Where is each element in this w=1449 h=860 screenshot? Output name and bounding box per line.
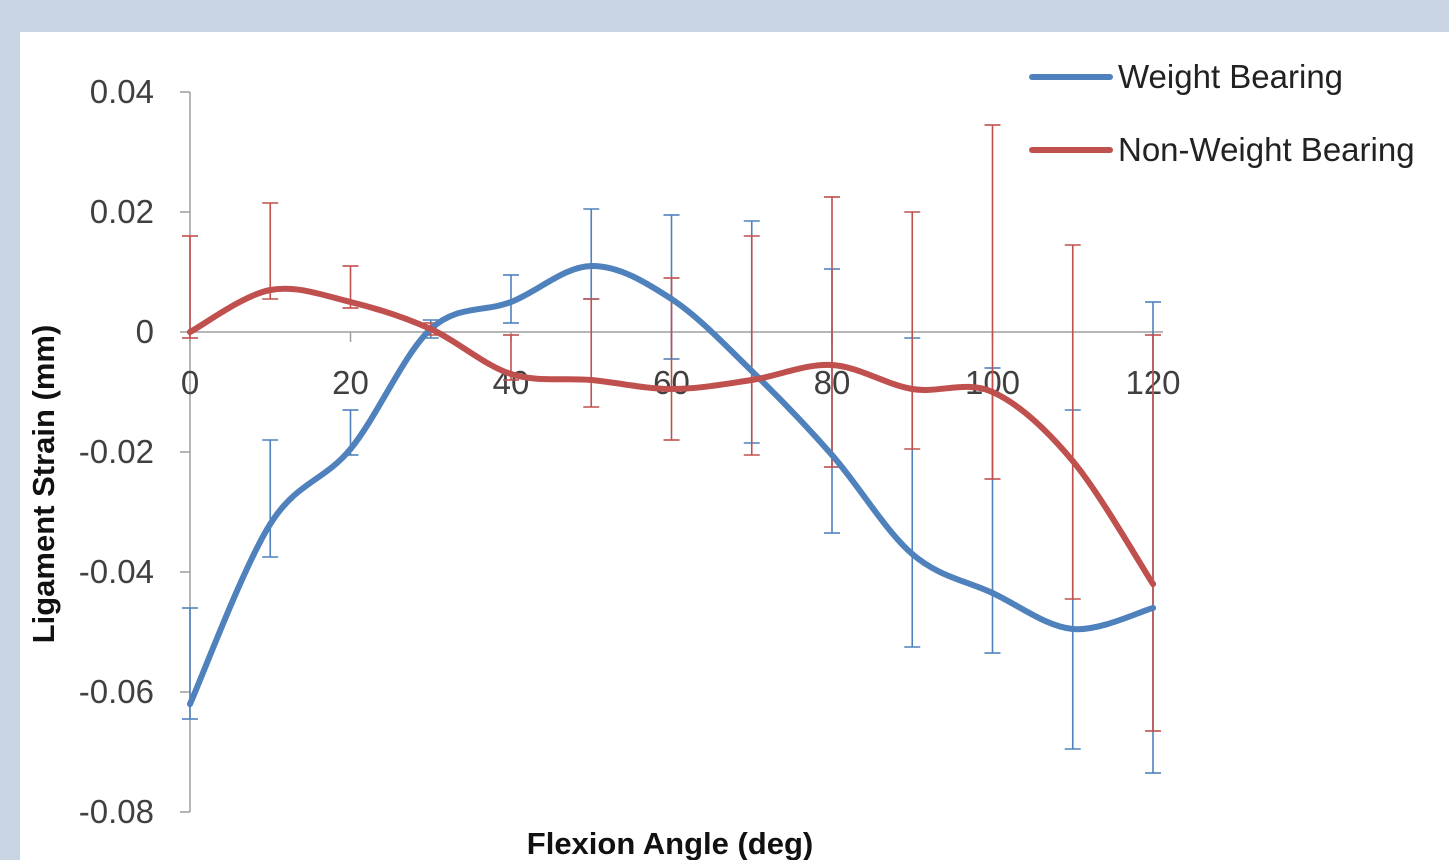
y-axis: 0.04 0.02 0 -0.02 -0.04 -0.06 -0.08 [79, 73, 191, 830]
data-point [347, 446, 354, 452]
error-bars [182, 124, 1161, 774]
legend-label: Weight Bearing [1118, 58, 1343, 95]
legend: Weight Bearing Non-Weight Bearing [1029, 58, 1415, 168]
data-point [829, 452, 835, 458]
data-point [668, 296, 675, 302]
data-point [588, 263, 595, 269]
y-tick-label: -0.06 [79, 673, 154, 710]
data-point [588, 377, 595, 383]
data-point [909, 551, 916, 557]
y-tick-label: -0.02 [79, 433, 154, 470]
data-point [829, 362, 835, 368]
chart-panel: 0.04 0.02 0 -0.02 -0.04 -0.06 -0.08 0 20 40 60 80 1… [20, 32, 1449, 860]
x-tick-label: 0 [181, 364, 199, 401]
y-tick-label: 0.02 [90, 193, 154, 230]
legend-label: Non-Weight Bearing [1118, 131, 1415, 168]
data-point [187, 329, 193, 335]
data-point [668, 386, 675, 392]
y-axis-title: Ligament Strain (mm) [26, 325, 61, 644]
data-point [347, 299, 354, 305]
data-point [1150, 605, 1156, 611]
data-point [1150, 581, 1156, 587]
data-point [1069, 626, 1076, 632]
series-lines [187, 262, 1156, 707]
data-point [267, 287, 274, 293]
data-point [508, 299, 514, 305]
series-line-weight-bearing [187, 262, 1156, 707]
line-chart: 0.040.020-0.02-0.04-0.06-0.08 0 20 40 60 80 1… [26, 58, 1415, 860]
data-point [989, 389, 996, 395]
y-tick-label: 0 [136, 313, 154, 350]
data-point [748, 377, 755, 383]
data-point [267, 521, 274, 527]
data-point [508, 371, 514, 377]
data-point [1069, 458, 1076, 464]
data-point [187, 701, 193, 707]
data-point [427, 326, 434, 332]
data-point [909, 386, 916, 392]
data-point [989, 590, 996, 596]
x-tick-label: 20 [332, 364, 369, 401]
x-axis-title: Flexion Angle (deg) [527, 826, 813, 860]
y-tick-label: 0.04 [90, 73, 154, 110]
y-tick-label: -0.04 [79, 553, 154, 590]
data-point [748, 368, 755, 374]
y-tick-label: -0.08 [79, 793, 154, 830]
